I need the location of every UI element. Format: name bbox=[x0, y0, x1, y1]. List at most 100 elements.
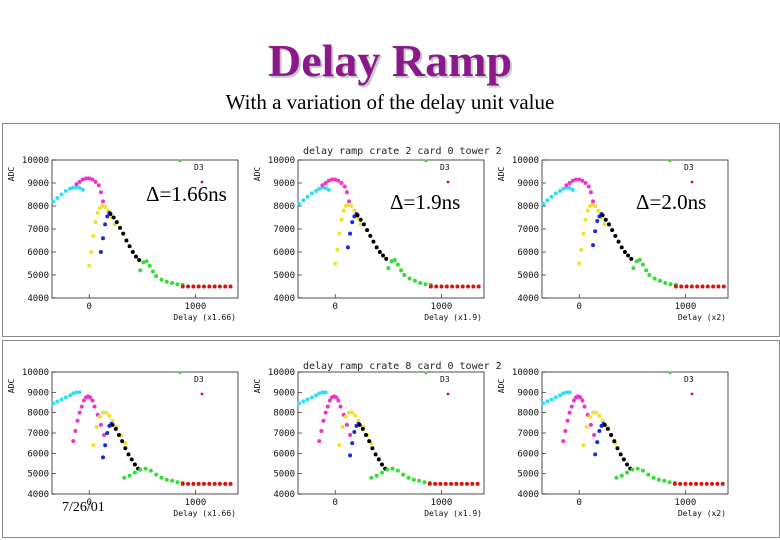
data-point-yellow bbox=[584, 424, 589, 429]
data-point-yellow bbox=[93, 220, 98, 225]
data-point-green bbox=[640, 262, 645, 267]
data-point-black bbox=[381, 253, 386, 258]
data-point-red bbox=[433, 481, 438, 486]
data-point-red bbox=[207, 481, 212, 486]
delta-label-3: Δ=2.0ns bbox=[636, 190, 707, 214]
data-point-green bbox=[667, 480, 672, 485]
data-point-green bbox=[138, 268, 143, 273]
data-point-magenta bbox=[339, 181, 344, 185]
plot-area-4 bbox=[297, 371, 485, 495]
data-point-magenta bbox=[77, 410, 82, 415]
outlier-point bbox=[690, 180, 694, 184]
y-tick-label: 10000 bbox=[512, 156, 539, 166]
data-point-magenta bbox=[90, 177, 95, 182]
data-point-black bbox=[130, 250, 135, 254]
data-point-black bbox=[377, 250, 382, 254]
data-point-green bbox=[422, 480, 427, 485]
data-point-green bbox=[407, 276, 412, 281]
data-point-green bbox=[138, 467, 143, 472]
data-point-yellow bbox=[107, 413, 112, 418]
data-point-yellow bbox=[581, 231, 586, 236]
y-tick-label: 10000 bbox=[268, 368, 295, 378]
data-point-cyan bbox=[567, 186, 572, 191]
data-point-magenta bbox=[77, 179, 82, 184]
data-point-green bbox=[411, 477, 416, 482]
data-point-cyan bbox=[71, 185, 76, 190]
y-axis-label: ADC bbox=[7, 167, 16, 182]
data-point-black bbox=[629, 256, 634, 261]
y-tick-label: 7000 bbox=[273, 225, 295, 235]
data-point-cyan bbox=[305, 194, 310, 199]
data-point-yellow bbox=[593, 204, 598, 208]
data-point-yellow bbox=[110, 418, 115, 423]
data-point-cyan bbox=[63, 395, 68, 400]
data-point-cyan bbox=[301, 399, 306, 404]
data-point-yellow bbox=[99, 204, 104, 208]
data-point-magenta bbox=[320, 183, 325, 188]
legend-marker bbox=[178, 371, 182, 375]
data-point-green bbox=[640, 468, 645, 473]
y-tick-label: 7000 bbox=[517, 225, 539, 235]
data-point-red bbox=[180, 481, 185, 486]
y-tick-label: 10000 bbox=[22, 368, 49, 378]
data-point-black bbox=[133, 254, 138, 259]
data-point-blue bbox=[595, 218, 600, 223]
data-point-cyan bbox=[71, 391, 76, 396]
y-axis-label: ADC bbox=[7, 379, 16, 394]
y-tick-label: 6000 bbox=[273, 449, 295, 459]
x-tick-label: 0 bbox=[576, 302, 581, 312]
data-point-magenta bbox=[87, 176, 92, 181]
data-point-black bbox=[126, 452, 131, 457]
data-point-cyan bbox=[51, 199, 56, 204]
data-point-magenta bbox=[79, 404, 84, 409]
data-point-magenta bbox=[344, 190, 349, 195]
y-tick-label: 7000 bbox=[273, 429, 295, 439]
data-point-blue bbox=[105, 214, 110, 219]
y-tick-label: 9000 bbox=[517, 179, 539, 189]
data-point-magenta bbox=[319, 428, 324, 433]
data-point-cyan bbox=[59, 397, 64, 402]
y-tick-label: 10000 bbox=[268, 156, 295, 166]
data-point-cyan bbox=[297, 201, 302, 206]
data-point-red bbox=[443, 481, 448, 486]
data-point-magenta bbox=[80, 177, 85, 182]
data-point-green bbox=[668, 282, 673, 287]
data-point-magenta bbox=[102, 433, 107, 438]
data-point-green bbox=[647, 273, 652, 277]
data-point-cyan bbox=[314, 393, 319, 398]
x-tick-label: 0 bbox=[86, 498, 91, 508]
legend-label: D3 bbox=[194, 163, 204, 172]
data-point-red bbox=[694, 481, 699, 486]
x-tick-label: 0 bbox=[332, 498, 337, 508]
data-point-green bbox=[159, 277, 164, 282]
data-point-black bbox=[358, 217, 363, 222]
data-point-green bbox=[423, 282, 428, 287]
y-tick-label: 10000 bbox=[512, 368, 539, 378]
x-axis-label: Delay (x1.66) bbox=[173, 313, 236, 322]
x-tick-label: 0 bbox=[576, 498, 581, 508]
data-point-magenta bbox=[569, 404, 574, 409]
data-point-red bbox=[678, 481, 683, 486]
data-point-magenta bbox=[321, 418, 326, 423]
x-axis-label: Delay (x1.9) bbox=[424, 509, 482, 518]
outlier-point bbox=[446, 392, 450, 396]
y-tick-label: 4000 bbox=[27, 490, 49, 500]
data-point-cyan bbox=[305, 397, 310, 402]
data-point-yellow bbox=[356, 418, 361, 423]
data-point-cyan bbox=[301, 198, 306, 203]
data-point-blue bbox=[350, 441, 355, 446]
x-tick-label: 0 bbox=[332, 302, 337, 312]
data-point-black bbox=[612, 439, 617, 444]
data-point-magenta bbox=[583, 181, 588, 185]
data-point-red bbox=[449, 481, 454, 486]
data-point-yellow bbox=[594, 410, 599, 415]
data-point-black bbox=[605, 426, 610, 431]
outlier-point bbox=[200, 180, 204, 184]
data-point-yellow bbox=[91, 233, 96, 238]
data-point-magenta bbox=[98, 422, 103, 427]
data-point-red bbox=[688, 481, 693, 486]
data-point-magenta bbox=[580, 398, 585, 403]
data-point-yellow bbox=[577, 261, 582, 266]
data-point-black bbox=[622, 250, 627, 254]
data-point-black bbox=[374, 245, 379, 250]
